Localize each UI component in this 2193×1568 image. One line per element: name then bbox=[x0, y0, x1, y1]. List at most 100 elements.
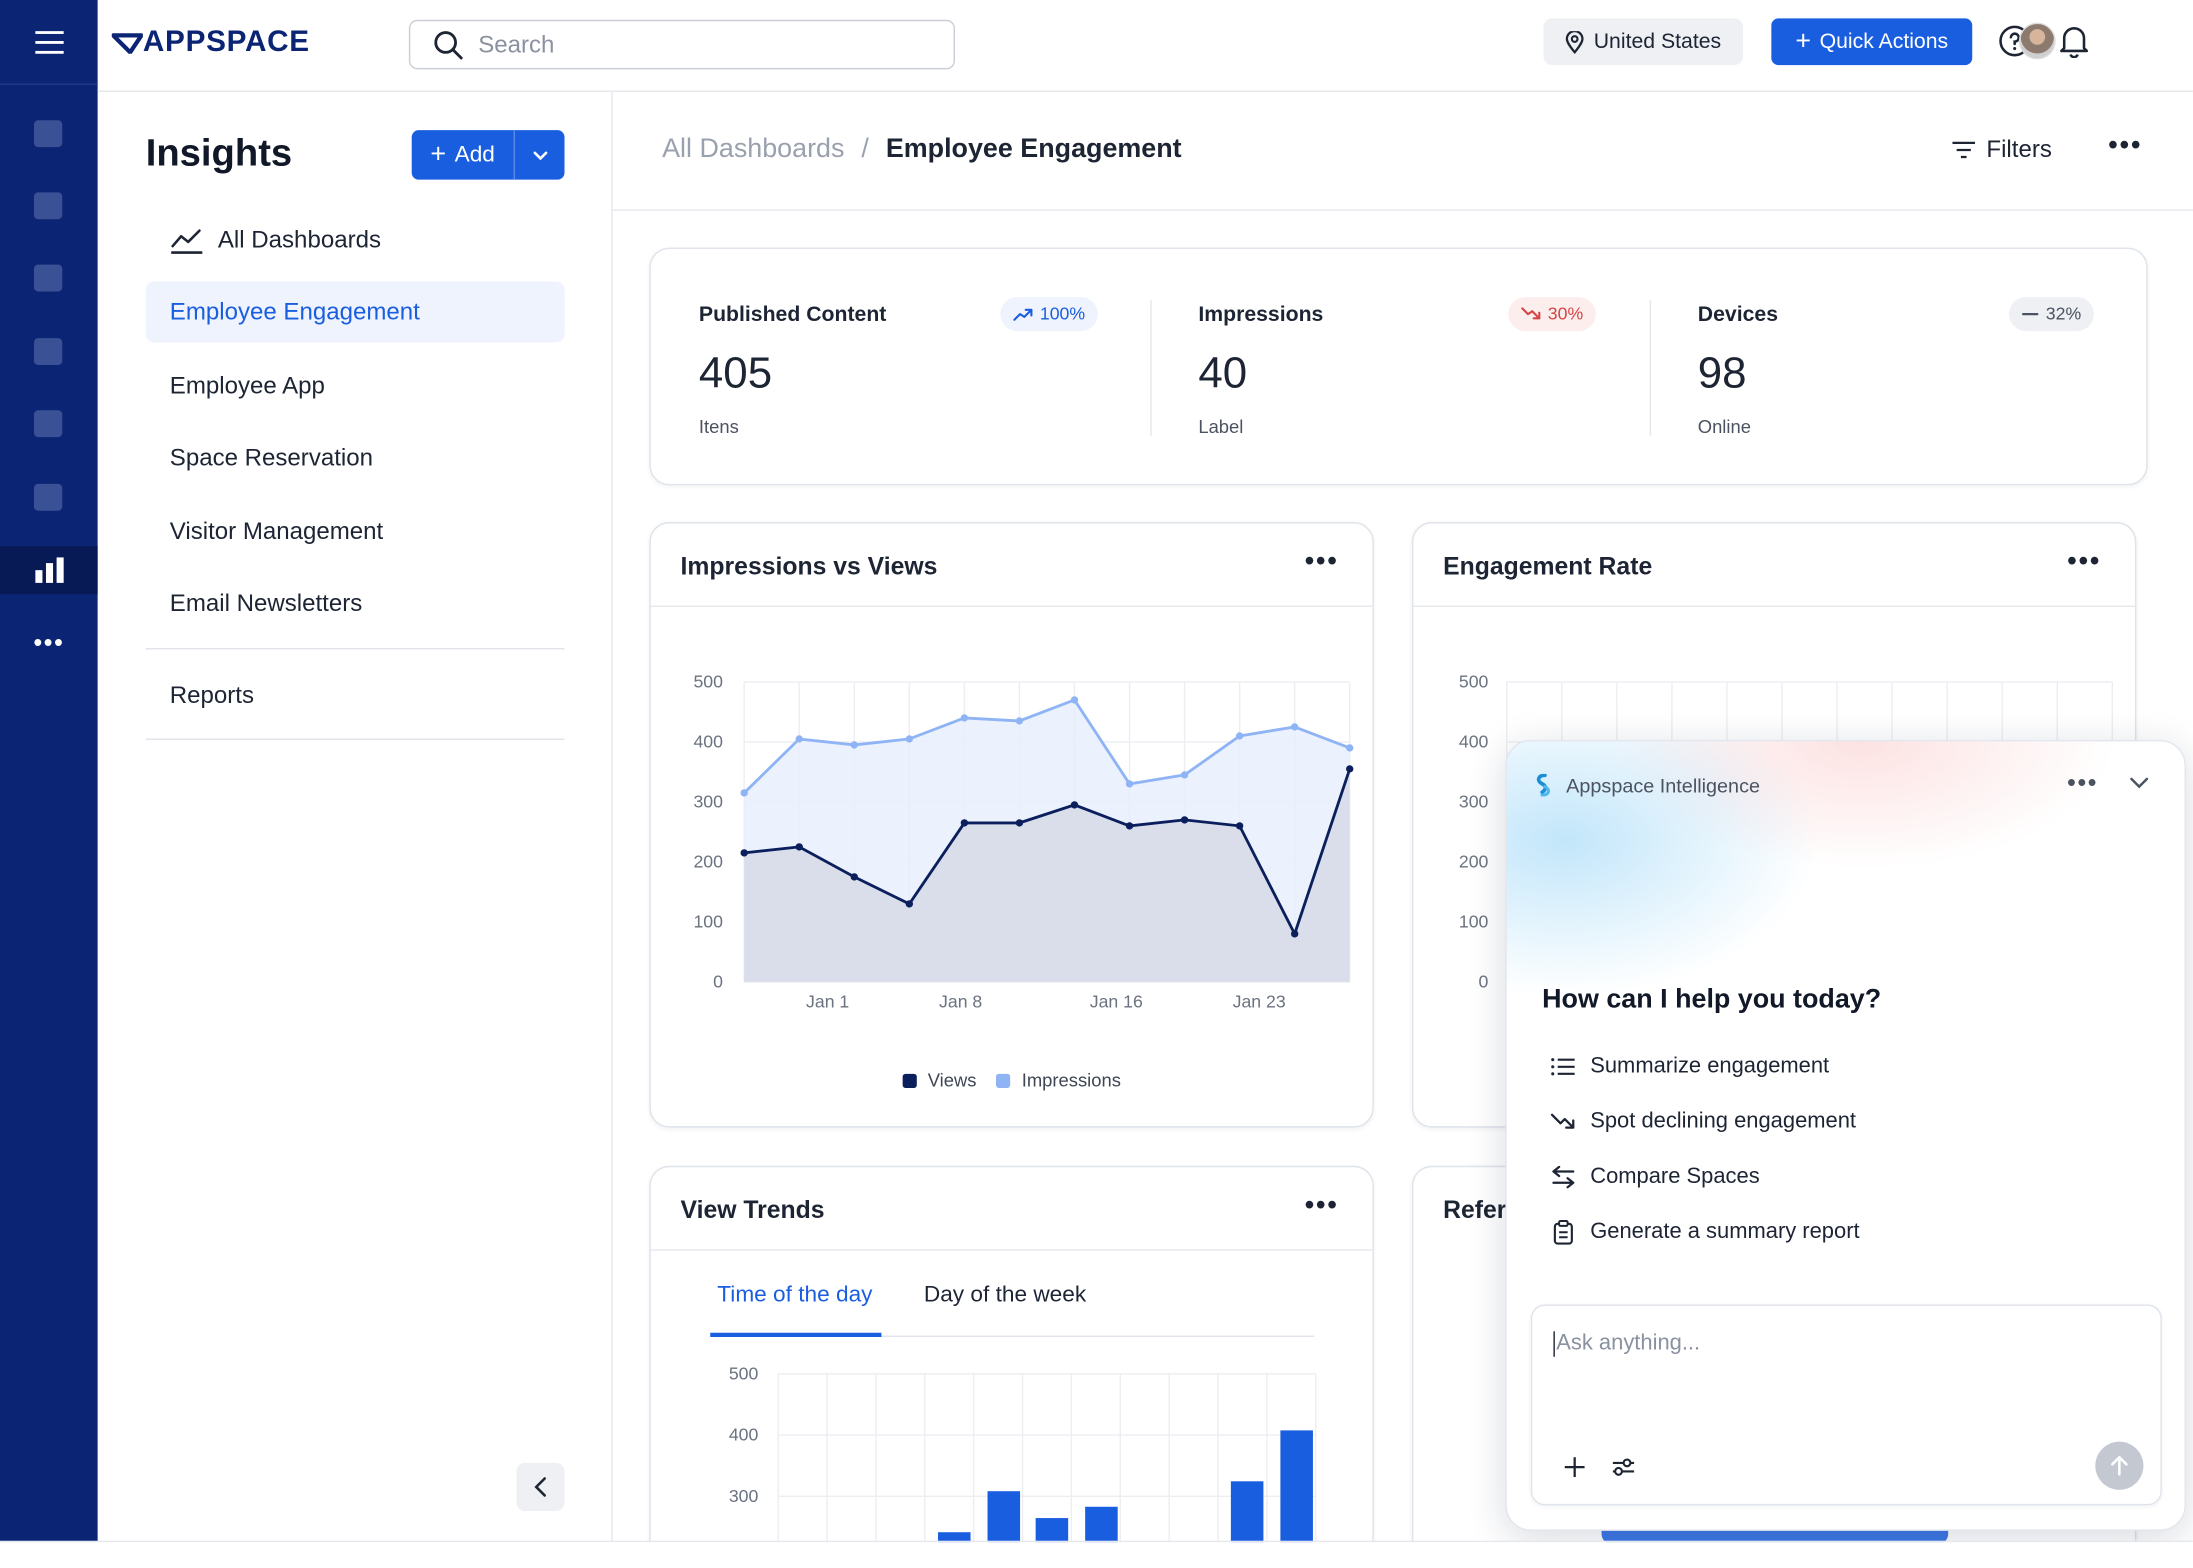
bar bbox=[1280, 1430, 1313, 1543]
data-point bbox=[1235, 732, 1244, 740]
trend-up-icon bbox=[1013, 308, 1033, 321]
list-icon bbox=[1551, 1058, 1575, 1076]
stat-value: 98 bbox=[1697, 348, 1747, 398]
card-header-divider bbox=[1413, 605, 2135, 607]
sidebar-item-all-dashboards[interactable]: All Dashboards bbox=[146, 209, 565, 270]
rail-more-icon[interactable]: ••• bbox=[33, 628, 65, 657]
quick-actions-button[interactable]: + Quick Actions bbox=[1771, 18, 1973, 66]
series-line-impressions bbox=[743, 698, 1351, 794]
card-more-icon[interactable]: ••• bbox=[2067, 546, 2102, 578]
x-tick-label: Jan 8 bbox=[939, 991, 982, 1011]
card-header-divider bbox=[650, 1249, 1373, 1251]
suggestion-label: Spot declining engagement bbox=[1590, 1109, 1857, 1134]
sidebar-item-label: Employee Engagement bbox=[169, 297, 420, 325]
card-more-icon[interactable]: ••• bbox=[1304, 1189, 1339, 1221]
menu-icon[interactable] bbox=[0, 0, 98, 85]
badge-value: 100% bbox=[1039, 304, 1086, 324]
sidebar-item-email-newsletters[interactable]: Email Newsletters bbox=[146, 573, 565, 634]
y-tick-label: 100 bbox=[693, 912, 723, 932]
y-tick-label: 400 bbox=[1459, 732, 1489, 752]
sidebar-item-employee-app[interactable]: Employee App bbox=[146, 355, 565, 416]
active-tab-indicator bbox=[710, 1332, 882, 1337]
add-dropdown-button[interactable] bbox=[515, 130, 565, 180]
header-divider bbox=[612, 209, 2193, 211]
search-icon bbox=[434, 30, 463, 59]
rail-app-icon[interactable] bbox=[33, 192, 63, 220]
sidebar-item-label: Space Reservation bbox=[169, 443, 373, 471]
rail-app-icon[interactable] bbox=[33, 410, 63, 438]
data-point bbox=[850, 873, 858, 881]
clipboard-icon bbox=[1553, 1219, 1573, 1245]
y-tick-label: 500 bbox=[693, 672, 723, 692]
add-button[interactable]: + Add bbox=[412, 130, 515, 180]
send-button[interactable] bbox=[2095, 1441, 2144, 1490]
sidebar-item-employee-engagement[interactable]: Employee Engagement bbox=[145, 281, 565, 343]
plus-icon[interactable] bbox=[1563, 1456, 1586, 1479]
chart-legend: Views Impressions bbox=[651, 1070, 1373, 1091]
left-rail: ••• bbox=[0, 0, 98, 1543]
more-options-icon[interactable]: ••• bbox=[2108, 130, 2143, 162]
sidebar-title: Insights bbox=[145, 131, 293, 175]
sidebar-item-visitor-management[interactable]: Visitor Management bbox=[146, 501, 565, 562]
logo-text: APPSPACE bbox=[142, 25, 310, 59]
search-input[interactable]: Search bbox=[408, 19, 955, 70]
bell-icon[interactable] bbox=[2059, 24, 2090, 59]
filters-button[interactable]: Filters bbox=[1952, 135, 2052, 164]
legend-label: Views bbox=[927, 1069, 977, 1091]
data-point bbox=[1346, 744, 1354, 752]
avatar[interactable] bbox=[2018, 22, 2056, 60]
sidebar-item-space-reservation[interactable]: Space Reservation bbox=[146, 427, 565, 488]
data-point bbox=[1015, 717, 1024, 725]
card-more-icon[interactable]: ••• bbox=[1304, 546, 1339, 578]
card-title: View Trends bbox=[680, 1195, 825, 1224]
suggestion-summarize[interactable]: Summarize engagement bbox=[1551, 1050, 1829, 1084]
data-point bbox=[795, 735, 803, 743]
legend-views: Views bbox=[902, 1070, 976, 1091]
rail-app-icon[interactable] bbox=[33, 264, 63, 292]
status-badge: 100% bbox=[1000, 297, 1098, 332]
settings-sliders-icon[interactable] bbox=[1611, 1456, 1635, 1479]
filters-label: Filters bbox=[1986, 135, 2052, 163]
add-label: Add bbox=[454, 142, 495, 167]
status-badge: 30% bbox=[1508, 297, 1596, 332]
assistant-more-icon[interactable]: ••• bbox=[2067, 768, 2099, 797]
sidebar-item-reports[interactable]: Reports bbox=[146, 665, 565, 726]
view-trends-tabs: Time of the day Day of the week bbox=[710, 1266, 1315, 1337]
legend-swatch bbox=[996, 1073, 1011, 1088]
stat-impressions: Impressions 30% 40 Label bbox=[1150, 249, 1649, 484]
data-point bbox=[1070, 696, 1079, 704]
breadcrumb-root[interactable]: All Dashboards bbox=[662, 134, 845, 165]
suggestion-spot-declining[interactable]: Spot declining engagement bbox=[1550, 1105, 1857, 1139]
line-chart-icon bbox=[171, 228, 203, 254]
collapse-chevron-icon[interactable] bbox=[2129, 777, 2149, 790]
y-tick-label: 200 bbox=[693, 852, 723, 872]
y-tick-label: 300 bbox=[729, 1486, 759, 1506]
stat-label: Published Content bbox=[698, 302, 887, 327]
add-button-group: + Add bbox=[411, 130, 565, 180]
assistant-input[interactable]: Ask anything... bbox=[1530, 1304, 2162, 1506]
view-trends-card: View Trends ••• Time of the day Day of t… bbox=[649, 1165, 1374, 1543]
region-selector[interactable]: United States bbox=[1543, 18, 1744, 66]
legend-label: Impressions bbox=[1021, 1069, 1121, 1091]
data-point bbox=[1070, 801, 1079, 809]
suggestion-summary-report[interactable]: Generate a summary report bbox=[1551, 1215, 1860, 1249]
collapse-sidebar-button[interactable] bbox=[516, 1462, 565, 1512]
area-chart: 500 400 300 200 100 0 Jan 1 Jan 8 Jan 16 Jan 23 bbox=[693, 672, 1354, 1011]
tab-day-of-week[interactable]: Day of the week bbox=[924, 1283, 1086, 1308]
card-header-divider bbox=[650, 605, 1373, 607]
rail-insights-icon[interactable] bbox=[0, 546, 98, 595]
chevron-down-icon bbox=[532, 150, 547, 160]
data-point bbox=[905, 900, 914, 908]
data-point bbox=[795, 843, 803, 851]
y-tick-label: 300 bbox=[693, 792, 723, 812]
rail-app-icon[interactable] bbox=[33, 483, 63, 511]
sidebar-item-label: Visitor Management bbox=[169, 517, 384, 544]
logo[interactable]: APPSPACE bbox=[111, 25, 310, 59]
tab-time-of-day[interactable]: Time of the day bbox=[717, 1283, 872, 1308]
plus-icon: + bbox=[1795, 26, 1812, 57]
rail-app-icon[interactable] bbox=[33, 120, 63, 148]
sidebar-divider bbox=[145, 738, 565, 740]
rail-app-icon[interactable] bbox=[33, 338, 63, 366]
suggestion-compare-spaces[interactable]: Compare Spaces bbox=[1551, 1160, 1760, 1194]
data-point bbox=[1346, 765, 1354, 773]
